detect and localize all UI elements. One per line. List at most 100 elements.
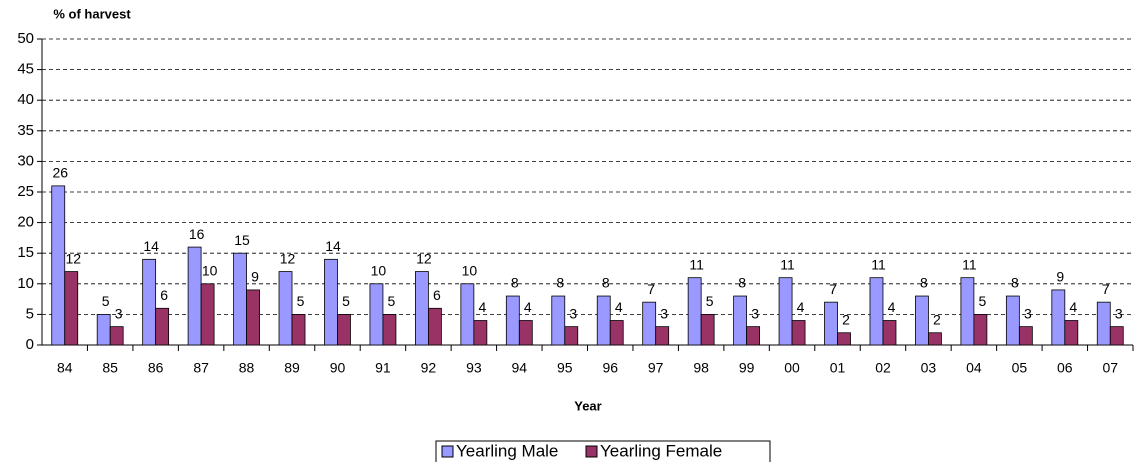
x-tick-label: 00 [784,360,800,376]
bar [142,258,157,346]
bar [791,320,806,346]
bar [427,307,442,346]
x-tick-label: 95 [557,360,573,376]
data-label: 4 [615,299,623,315]
data-label: 11 [689,256,704,272]
bar [973,313,988,346]
x-tick-label: 02 [875,360,891,376]
data-label: 2 [842,311,850,327]
data-label: 26 [52,165,68,181]
data-label: 12 [280,250,296,266]
bar [291,313,306,346]
bar [518,320,533,346]
y-tick-label: 35 [17,122,34,139]
bar [155,307,170,346]
bar [1096,301,1111,346]
y-tick-label: 20 [17,214,34,231]
data-label: 3 [660,305,668,321]
bar [382,313,397,346]
bar [473,320,488,346]
data-label: 4 [478,299,486,315]
data-label: 8 [602,275,610,291]
bar [1051,289,1066,346]
bar [1018,326,1033,346]
bar [551,295,566,346]
bar [687,277,702,346]
data-label: 5 [342,293,350,309]
bar [869,277,884,346]
data-label: 9 [251,269,259,285]
bar [1005,295,1020,346]
y-tick-label: 30 [17,152,34,169]
x-tick-label: 04 [966,360,982,376]
bar [96,313,111,346]
bar [596,295,611,346]
data-label: 2 [933,311,941,327]
legend-label: Yearling Female [600,441,722,460]
data-label: 14 [143,238,159,254]
x-axis-title: Year [574,398,601,413]
legend-marker [441,445,454,458]
bar [928,332,942,346]
x-tick-label: 03 [921,360,937,376]
y-tick-label: 0 [26,336,34,353]
bar [187,246,202,346]
bar [233,252,247,346]
x-tick-label: 96 [602,360,618,376]
x-tick-label: 01 [830,360,846,376]
bar [109,326,124,346]
bar [778,277,793,346]
bar [51,185,66,346]
data-label: 12 [65,250,81,266]
x-tick-label: 85 [102,360,118,376]
y-tick-label: 25 [17,183,34,200]
x-tick-label: 98 [693,360,709,376]
data-label: 11 [871,256,886,272]
bar [837,332,851,346]
bar [882,320,897,346]
y-tick-label: 45 [17,61,34,78]
data-label: 14 [325,238,341,254]
data-label: 9 [1056,269,1064,285]
bar [460,283,475,346]
data-label: 5 [706,293,714,309]
x-tick-label: 92 [421,360,437,376]
data-label: 10 [371,263,387,279]
bar [324,258,338,346]
x-tick-label: 89 [284,360,300,376]
bar [246,289,260,346]
data-label: 3 [1024,305,1032,321]
bar [64,271,79,346]
data-label: 8 [1011,275,1019,291]
bar [369,283,384,346]
data-label: 4 [888,299,896,315]
data-label: 8 [920,275,928,291]
data-label: 4 [1069,299,1077,315]
y-tick-label: 10 [17,275,34,292]
data-label: 11 [962,256,977,272]
data-label: 6 [160,287,168,303]
data-label: 8 [556,275,564,291]
bar [278,271,293,346]
bar [414,271,429,346]
bar [700,313,715,346]
y-tick-label: 50 [17,30,34,47]
x-tick-label: 99 [739,360,755,376]
data-label: 3 [569,305,577,321]
data-label: 7 [647,281,655,297]
legend-box [435,440,771,462]
data-label: 5 [102,293,110,309]
bar [960,277,975,346]
x-tick-label: 86 [148,360,164,376]
x-tick-label: 88 [239,360,255,376]
bar [915,295,929,346]
data-label: 3 [115,305,123,321]
legend-marker [585,445,598,458]
y-tick-label: 40 [17,91,34,108]
x-tick-label: 84 [57,360,73,376]
bar [733,295,748,346]
data-label: 8 [511,275,519,291]
x-tick-label: 07 [1102,360,1118,376]
data-label: 6 [433,287,441,303]
data-label: 5 [388,293,396,309]
